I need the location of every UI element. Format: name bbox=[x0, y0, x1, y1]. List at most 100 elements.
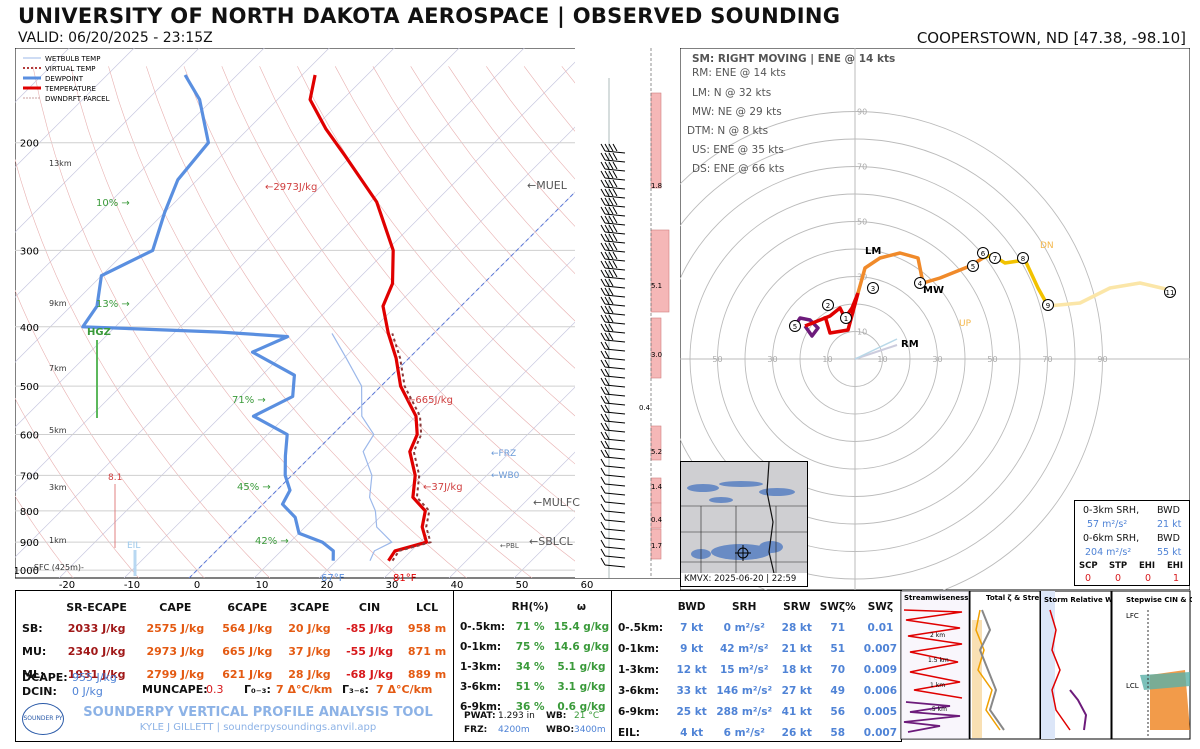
wind-barb bbox=[600, 296, 626, 307]
pressure-label: 800 bbox=[20, 507, 39, 518]
cell: 0.007 bbox=[863, 726, 898, 739]
row-label: 1-3km: bbox=[460, 661, 502, 673]
cell: 2575 J/kg bbox=[146, 622, 205, 635]
hodo-mw: MW bbox=[923, 285, 944, 296]
cell: 70 bbox=[830, 663, 846, 676]
pressure-label: 400 bbox=[20, 323, 39, 334]
stp-label: STP bbox=[1109, 561, 1128, 571]
instability-bar bbox=[650, 92, 662, 189]
svg-text:2: 2 bbox=[826, 302, 830, 310]
pressure-label: 900 bbox=[20, 538, 39, 549]
panel1-h15: 1.5 km bbox=[928, 657, 949, 664]
instability-bar bbox=[650, 317, 662, 379]
cell: 621 J/kg bbox=[222, 668, 273, 681]
cell: 15 m²/s² bbox=[719, 663, 769, 676]
wb-value: 21 °C bbox=[574, 711, 600, 721]
legend-virtual: VIRTUAL TEMP bbox=[45, 65, 95, 73]
panel1-title: Streamwiseness of ζ (%) bbox=[904, 594, 1001, 602]
cell: 288 m²/s² bbox=[716, 705, 773, 718]
wind-barb bbox=[600, 332, 626, 343]
wind-barb bbox=[600, 404, 626, 415]
page-title: UNIVERSITY OF NORTH DAKOTA AEROSPACE | O… bbox=[18, 4, 841, 28]
legend-wetbulb: WETBULB TEMP bbox=[45, 55, 100, 63]
cell: 41 kt bbox=[781, 705, 812, 718]
cell: 15.4 g/kg bbox=[553, 621, 610, 633]
lr36-label: Γ₃₋₆: bbox=[342, 683, 369, 696]
col-header: SR-ECAPE bbox=[66, 600, 127, 614]
cell: 58 bbox=[830, 726, 846, 739]
hodo-ring-label: 70 bbox=[857, 163, 867, 172]
cell: 25 kt bbox=[676, 705, 707, 718]
cell: 0.006 bbox=[863, 684, 898, 697]
virtual-temp-trace bbox=[391, 333, 432, 562]
wind-barb bbox=[600, 260, 626, 271]
anno-muel: ←MUEL bbox=[527, 179, 568, 192]
wind-barb bbox=[600, 215, 626, 226]
srh-box: 0-3km SRH, BWD 57 m²/s² 21 kt 0-6km SRH,… bbox=[1074, 500, 1190, 586]
hodo-ring-label: 70 bbox=[1042, 355, 1052, 364]
temp-label: 40 bbox=[451, 580, 464, 590]
anno-sblcl: ←SBLCL bbox=[529, 535, 574, 548]
wind-barb bbox=[600, 242, 626, 253]
cell: 0.01 bbox=[867, 621, 894, 634]
panel-streamwiseness: Streamwiseness of ζ (%) 2 km 1.5 km 1 km… bbox=[900, 590, 1001, 740]
valid-time: VALID: 06/20/2025 - 23:15Z bbox=[18, 30, 213, 46]
cell: 26 kt bbox=[781, 726, 812, 739]
cell: 7 kt bbox=[680, 621, 704, 634]
hodo-height-marker: 7 bbox=[989, 252, 1001, 264]
panel4-lfc: LFC bbox=[1126, 612, 1139, 620]
row-label: 1-3km: bbox=[618, 663, 660, 676]
hodo-segment bbox=[856, 251, 984, 294]
temperature-trace bbox=[308, 74, 429, 562]
table-row: 1-3km: 12 kt 15 m²/s² 18 kt 70 0.009 bbox=[612, 659, 901, 680]
anno-rh-13: 13% → bbox=[96, 299, 130, 310]
lr36-value: 7 Δ°C/km bbox=[376, 683, 433, 696]
col-header: SWζ bbox=[867, 601, 894, 613]
hodo-segment bbox=[1047, 281, 1171, 308]
hodo-ring-label: 50 bbox=[712, 355, 722, 364]
sm-rm: RM: ENE @ 14 kts bbox=[692, 67, 786, 79]
wind-barb bbox=[600, 314, 626, 325]
cell: 564 J/kg bbox=[222, 622, 273, 635]
ehi-value-1: 0 bbox=[1145, 573, 1152, 584]
ehi-value-2: 1 bbox=[1173, 573, 1180, 584]
col-header: SWζ% bbox=[819, 601, 856, 613]
wind-barb bbox=[600, 449, 626, 460]
pwat-value: 1.293 in bbox=[498, 711, 535, 721]
bar-label: 0.4 bbox=[639, 404, 651, 412]
cell: 5.1 g/kg bbox=[557, 661, 606, 673]
wind-barb bbox=[600, 413, 626, 424]
height-label: 1km bbox=[49, 536, 67, 545]
ehi-label-2: EHI bbox=[1167, 561, 1184, 571]
hodo-height-marker: 4 bbox=[914, 277, 926, 289]
hodo-height-marker: 5 bbox=[967, 260, 979, 272]
kinematics-panel: BWD SRH SRW SWζ% SWζ 0-.5km: 7 kt 0 m²/s² 28 kt 7… bbox=[611, 590, 902, 742]
lr03-value: 7 Δ°C/km bbox=[276, 683, 333, 696]
cell: 71 bbox=[830, 621, 846, 634]
panel1-h2: 2 km bbox=[930, 632, 945, 639]
dewpoint-trace bbox=[81, 74, 335, 561]
height-label: 13km bbox=[49, 159, 72, 168]
wind-barb bbox=[600, 557, 626, 568]
radar-inset: KMVX: 2025-06-20 | 22:59 bbox=[680, 461, 808, 587]
cell: 0 m²/s² bbox=[723, 621, 765, 634]
row-label: 0-1km: bbox=[460, 641, 502, 653]
srh-03-label: 0-3km SRH, bbox=[1083, 505, 1140, 516]
cell: 6 m²/s² bbox=[723, 726, 765, 739]
wind-barb bbox=[600, 395, 626, 406]
wind-barb bbox=[600, 179, 626, 190]
row-label: EIL: bbox=[618, 726, 640, 739]
wind-barb bbox=[600, 440, 626, 451]
row-label: 0-.5km: bbox=[460, 621, 506, 633]
cell: 871 m bbox=[407, 645, 447, 658]
svg-text:3: 3 bbox=[871, 285, 875, 293]
wind-barb bbox=[600, 224, 626, 235]
temp-label: 10 bbox=[256, 580, 269, 590]
wind-barb bbox=[600, 206, 626, 217]
cell: 4 kt bbox=[680, 726, 704, 739]
col-header: 3CAPE bbox=[289, 600, 330, 614]
hodo-ring-label: 50 bbox=[857, 218, 867, 227]
cell: 0.005 bbox=[863, 705, 898, 718]
wind-barb bbox=[600, 152, 626, 163]
wind-barb bbox=[600, 278, 626, 289]
